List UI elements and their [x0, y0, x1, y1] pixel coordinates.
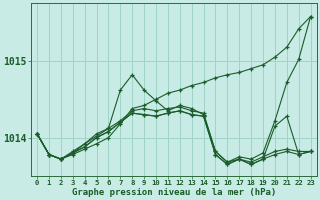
X-axis label: Graphe pression niveau de la mer (hPa): Graphe pression niveau de la mer (hPa)	[72, 188, 276, 197]
